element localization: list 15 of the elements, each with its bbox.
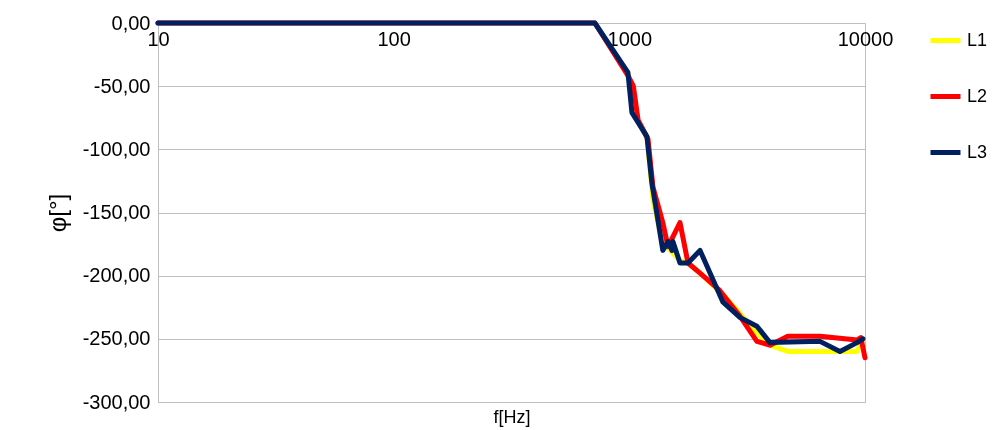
y-tick-label: -200,00 [82,264,151,287]
y-axis-title: φ[°] [43,193,71,233]
x-tick-label: 10000 [837,27,894,50]
y-tick-label: -300,00 [82,390,151,413]
x-tick-label: 1000 [607,27,653,50]
x-axis-title: f[Hz] [493,406,531,427]
legend-label: L3 [967,141,988,162]
y-tick-label: -250,00 [82,327,151,350]
legend-label: L1 [967,29,988,50]
x-tick-label: 100 [377,27,411,50]
y-tick-label: -100,00 [82,137,151,160]
y-tick-label: -50,00 [93,74,151,97]
legend-label: L2 [967,85,988,106]
y-tick-label: -150,00 [82,201,151,223]
y-tick-label: 0,00 [111,11,151,34]
